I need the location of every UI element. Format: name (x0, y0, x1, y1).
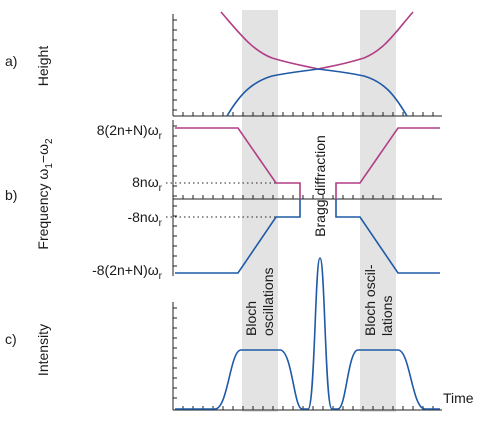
panel-b-blue-trace (175, 199, 440, 274)
panel-b: b) Frequency ω1−ω2 8(2n+N)ωr 8nωr -8nωr … (5, 120, 442, 282)
bloch-band-left (242, 10, 278, 412)
panel-a: a) Height (5, 11, 442, 117)
bloch-band-right (360, 10, 396, 412)
bloch-right-label-line1: Bloch oscil- (362, 264, 378, 336)
panel-a-letter: a) (5, 53, 17, 69)
bloch-right-label-line2: lations (379, 296, 395, 336)
panel-c-intensity-curve (175, 257, 440, 410)
level-label-high-positive: 8(2n+N)ωr (97, 122, 163, 142)
time-axis-label: Time (443, 390, 474, 406)
level-label-low-negative: -8nωr (127, 209, 162, 229)
panel-b-ylabel: Frequency ω1−ω2 (35, 138, 55, 250)
bloch-left-label-line1: Bloch (243, 301, 259, 336)
panel-b-letter: b) (5, 187, 17, 203)
panel-a-ticks (172, 19, 434, 116)
bloch-left-label-line2: oscillations (260, 268, 276, 336)
level-label-low-positive: 8nωr (132, 174, 163, 194)
panel-c-ticks (172, 307, 434, 410)
panel-b-pink-trace (175, 127, 440, 199)
panel-a-blue-curve (226, 68, 408, 117)
bragg-diffraction-label: Bragg diffraction (312, 135, 328, 237)
panel-b-ticks (172, 125, 434, 267)
panel-a-ylabel: Height (35, 46, 51, 87)
panel-c-ylabel: Intensity (35, 324, 51, 376)
panel-c-letter: c) (5, 331, 17, 347)
panel-c: c) Intensity Time Bloch oscillations Blo… (5, 257, 474, 411)
level-label-high-negative: -8(2n+N)ωr (92, 262, 163, 282)
